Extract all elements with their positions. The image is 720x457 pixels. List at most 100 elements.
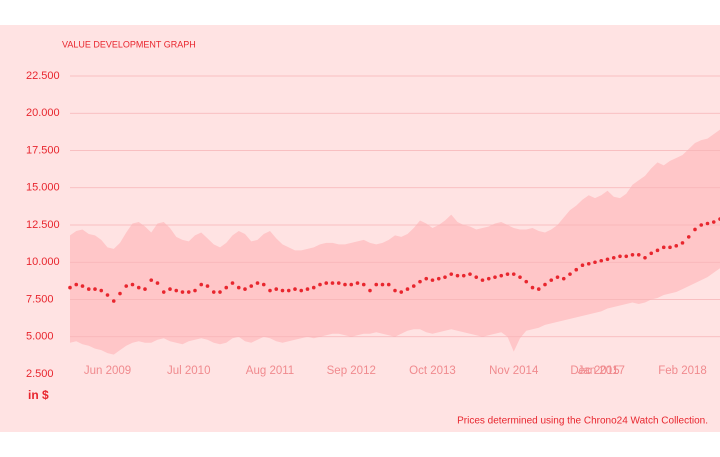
price-dot: [99, 288, 104, 293]
price-dot: [318, 282, 322, 287]
y-tick-label: 22.500: [26, 70, 60, 82]
price-dot: [343, 282, 347, 287]
price-dot: [643, 255, 647, 260]
dot-layer: [68, 217, 720, 303]
price-dot: [361, 282, 366, 287]
price-dot: [430, 278, 435, 282]
price-dot: [155, 281, 160, 285]
price-dot: [699, 223, 704, 227]
price-dot: [293, 287, 297, 291]
price-dot: [143, 287, 147, 291]
x-tick-label: Sep 2012: [327, 365, 376, 377]
price-dot: [168, 287, 172, 291]
price-dot: [174, 288, 179, 293]
price-dot: [486, 276, 491, 281]
price-dot: [324, 281, 329, 285]
price-dot: [399, 290, 404, 294]
price-dot: [368, 288, 372, 293]
price-dot: [455, 273, 460, 278]
price-dot: [511, 272, 516, 276]
price-dot: [593, 260, 597, 265]
price-dot: [374, 282, 379, 287]
price-dot: [74, 282, 79, 287]
price-dot: [224, 285, 229, 290]
price-dot: [443, 275, 447, 279]
y-tick-label: 7.500: [26, 293, 54, 305]
price-dot: [680, 241, 685, 245]
price-dot: [568, 272, 572, 276]
price-dot: [436, 276, 441, 281]
price-dot: [574, 267, 579, 272]
y-unit: in $: [28, 388, 49, 402]
price-dot: [386, 282, 391, 287]
price-dot: [424, 276, 429, 281]
price-dot: [686, 235, 691, 239]
price-dot: [193, 288, 197, 293]
price-dot: [68, 285, 72, 290]
price-dot: [161, 290, 166, 294]
y-tick-label: 20.000: [26, 107, 60, 119]
band-layer: [70, 129, 720, 355]
price-dot: [205, 284, 210, 288]
price-dot: [280, 288, 285, 293]
price-dot: [305, 287, 310, 291]
price-dot: [599, 258, 604, 263]
price-dot: [186, 290, 191, 294]
price-dot: [461, 273, 466, 278]
x-tick-label: Feb 2018: [658, 365, 707, 377]
y-tick-label: 12.500: [26, 219, 60, 231]
price-dot: [636, 253, 641, 257]
price-dot: [524, 279, 529, 284]
price-dot: [611, 255, 616, 260]
price-dot: [499, 273, 504, 278]
price-dot: [518, 275, 522, 279]
price-dot: [330, 281, 335, 285]
price-dot: [180, 290, 185, 294]
price-dot: [468, 272, 472, 276]
price-dot: [580, 263, 585, 268]
price-dot: [261, 282, 266, 287]
price-dot: [349, 282, 354, 287]
price-dot: [418, 279, 422, 284]
price-dot: [530, 285, 535, 290]
price-dot: [555, 275, 560, 279]
price-dot: [393, 288, 397, 293]
x-tick-label: Nov 2014: [489, 365, 539, 377]
price-dot: [336, 281, 341, 285]
price-dot: [299, 288, 304, 293]
price-dot: [705, 221, 710, 226]
price-dot: [449, 272, 454, 276]
x-tick-label: Dec 2015: [570, 365, 619, 377]
x-tick-label: Aug 2011: [246, 365, 294, 377]
chart-title: VALUE DEVELOPMENT GRAPH: [62, 39, 196, 49]
price-dot: [218, 290, 222, 294]
price-dot: [586, 261, 591, 266]
y-tick-label: 15.000: [26, 182, 60, 194]
price-dot: [549, 278, 554, 282]
price-dot: [561, 276, 566, 281]
x-tick-label: Oct 2013: [409, 365, 456, 377]
price-dot: [274, 287, 279, 291]
price-dot: [405, 287, 410, 291]
price-dot: [124, 284, 129, 288]
price-dot: [149, 278, 154, 282]
grid-layer: [70, 75, 720, 338]
price-dot: [474, 275, 479, 279]
price-dot: [211, 290, 216, 294]
price-dot: [649, 251, 654, 256]
price-dot: [255, 281, 260, 285]
price-dot: [668, 245, 672, 250]
x-tick-label: Jan 2017: [578, 365, 625, 377]
y-tick-label: 5.000: [26, 331, 54, 343]
price-dot: [605, 257, 610, 262]
price-dot: [86, 287, 91, 291]
price-dot: [624, 254, 629, 259]
price-range-band: [70, 129, 720, 355]
price-dot: [543, 282, 547, 287]
price-dot: [136, 285, 141, 290]
price-dot: [111, 299, 116, 303]
price-dot: [655, 248, 660, 253]
price-dot: [711, 220, 716, 224]
